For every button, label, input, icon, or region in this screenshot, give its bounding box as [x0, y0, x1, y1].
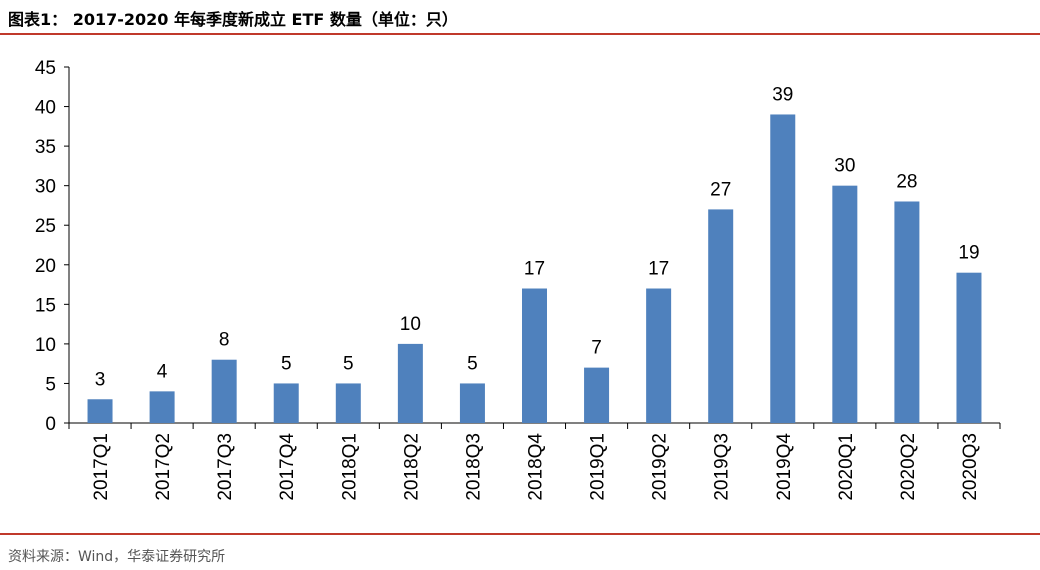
- y-tick-label: 40: [35, 98, 56, 119]
- y-axis: 0 5 10 15 20 25 30 35 40 45: [35, 58, 70, 435]
- data-label-2017Q1: 3: [95, 369, 106, 390]
- data-label-2018Q4: 17: [524, 259, 545, 280]
- y-tick-label: 15: [35, 295, 56, 316]
- bar-2018Q4: [522, 288, 547, 423]
- data-label-2018Q2: 10: [400, 314, 421, 335]
- y-tick-label: 20: [35, 256, 56, 277]
- data-labels: 3 4 8 5 5 10 5 17 7 17 27 39 30 28 19: [95, 84, 980, 390]
- source-note: 资料来源：Wind，华泰证券研究所: [8, 549, 226, 565]
- data-label-2019Q3: 27: [710, 179, 731, 200]
- bar-2020Q2: [894, 201, 920, 423]
- bar-2017Q1: [87, 399, 113, 423]
- data-label-2017Q3: 8: [219, 330, 230, 351]
- x-tick-label-2018Q1: 2018Q1: [339, 433, 360, 501]
- bar-2017Q2: [149, 391, 175, 423]
- data-label-2020Q2: 28: [896, 171, 917, 192]
- bar-2019Q2: [646, 288, 672, 423]
- x-tick-label-2018Q3: 2018Q3: [463, 433, 484, 501]
- bar-2018Q1: [335, 383, 361, 423]
- data-label-2019Q4: 39: [772, 84, 793, 105]
- bar-2018Q3: [459, 383, 485, 423]
- y-tick-label: 5: [45, 374, 56, 395]
- bar-2019Q3: [708, 209, 734, 423]
- data-label-2018Q1: 5: [343, 353, 354, 374]
- x-tick-label-2017Q2: 2017Q2: [153, 433, 174, 501]
- bar-2020Q1: [832, 185, 858, 423]
- x-tick-label-2020Q3: 2020Q3: [960, 433, 981, 501]
- y-tick-label: 0: [45, 414, 56, 435]
- x-tick-label-2020Q1: 2020Q1: [836, 433, 857, 501]
- y-tick-label: 30: [35, 177, 56, 198]
- x-tick-label-2020Q2: 2020Q2: [898, 433, 919, 501]
- bottom-divider: [0, 533, 1040, 535]
- x-tick-label-2017Q3: 2017Q3: [215, 433, 236, 501]
- bar-2018Q2: [397, 343, 423, 423]
- bar-2019Q4: [770, 114, 796, 423]
- bar-2017Q3: [211, 359, 237, 423]
- x-tick-label-2019Q4: 2019Q4: [774, 433, 795, 501]
- data-label-2019Q1: 7: [591, 338, 602, 359]
- data-label-2018Q3: 5: [467, 353, 478, 374]
- bar-2020Q3: [956, 272, 982, 423]
- chart-title: 图表1： 2017-2020 年每季度新成立 ETF 数量（单位：只）: [8, 10, 458, 29]
- data-label-2019Q2: 17: [648, 259, 669, 280]
- y-tick-label: 25: [35, 216, 56, 237]
- x-tick-label-2019Q1: 2019Q1: [588, 433, 609, 501]
- y-tick-label: 45: [35, 58, 56, 79]
- x-tick-label-2019Q2: 2019Q2: [650, 433, 671, 501]
- y-tick-label: 35: [35, 137, 56, 158]
- bar-series: [87, 114, 982, 423]
- x-tick-label-2018Q2: 2018Q2: [401, 433, 422, 501]
- x-tick-label-2018Q4: 2018Q4: [526, 433, 547, 501]
- data-label-2020Q1: 30: [834, 156, 855, 177]
- x-tick-label-2019Q3: 2019Q3: [712, 433, 733, 501]
- data-label-2017Q4: 5: [281, 353, 292, 374]
- data-label-2020Q3: 19: [958, 243, 979, 264]
- bar-2017Q4: [273, 383, 299, 423]
- top-divider: [0, 33, 1040, 35]
- y-tick-label: 10: [35, 335, 56, 356]
- x-tick-label-2017Q4: 2017Q4: [277, 433, 298, 501]
- bar-2019Q1: [584, 367, 610, 423]
- x-axis: 2017Q1 2017Q2 2017Q3 2017Q4 2018Q1 2018Q2 2018…: [68, 422, 1001, 501]
- x-tick-label-2017Q1: 2017Q1: [91, 433, 112, 501]
- data-label-2017Q2: 4: [157, 361, 168, 382]
